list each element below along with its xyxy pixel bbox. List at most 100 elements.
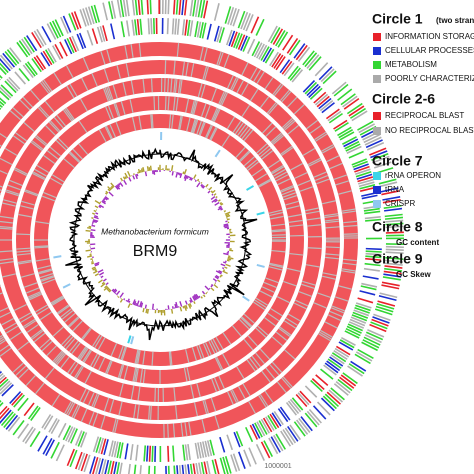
gene-stripe bbox=[74, 451, 83, 470]
gc-skew bbox=[92, 219, 99, 222]
gene-stripe bbox=[360, 285, 377, 291]
gene-stripe bbox=[253, 42, 263, 58]
gene-stripe bbox=[385, 245, 404, 249]
blast-gap bbox=[63, 336, 74, 348]
blast-gap bbox=[68, 340, 79, 353]
gene-stripe bbox=[333, 83, 349, 97]
gene-stripe bbox=[304, 81, 317, 95]
blast-gap bbox=[269, 215, 284, 220]
gene-stripe bbox=[62, 425, 72, 441]
blast-gap bbox=[204, 399, 209, 414]
blast-gap bbox=[32, 172, 46, 181]
blast-gap bbox=[43, 154, 56, 165]
blast-gap bbox=[267, 159, 281, 169]
gene-stripe bbox=[385, 225, 404, 229]
gc-skew bbox=[114, 185, 119, 190]
blast-gap bbox=[153, 96, 156, 111]
blast-gap bbox=[167, 423, 169, 438]
blast-gap bbox=[307, 157, 321, 166]
blast-gap bbox=[23, 282, 38, 288]
gene-stripe bbox=[119, 462, 123, 474]
gene-stripe bbox=[66, 448, 75, 467]
blast-gap bbox=[287, 124, 300, 135]
blast-gap bbox=[68, 152, 80, 163]
gene-stripe bbox=[333, 383, 349, 396]
gene-stripe bbox=[260, 418, 271, 434]
blast-gap bbox=[71, 342, 81, 355]
gene-stripe bbox=[140, 0, 144, 15]
blast-gap bbox=[259, 147, 272, 158]
blast-gap bbox=[255, 297, 269, 306]
gene-stripe bbox=[167, 0, 170, 15]
gene-stripe bbox=[40, 52, 51, 67]
gene-stripe bbox=[346, 325, 362, 334]
gene-stripe bbox=[265, 416, 275, 431]
blast-gap bbox=[241, 127, 252, 140]
blast-gap bbox=[258, 179, 272, 188]
gc-skew bbox=[178, 172, 181, 176]
gene-stripe bbox=[209, 439, 215, 456]
gc-skew bbox=[220, 263, 226, 267]
blast-gap bbox=[269, 263, 284, 269]
gene-stripe bbox=[148, 465, 151, 474]
gene-stripe bbox=[80, 453, 88, 472]
blast-gap bbox=[236, 366, 245, 379]
blast-gap bbox=[15, 365, 27, 376]
blast-gap bbox=[112, 418, 117, 433]
blast-gap bbox=[0, 338, 5, 343]
blast-gap bbox=[50, 295, 64, 304]
gene-stripe bbox=[280, 430, 292, 447]
blast-gap bbox=[196, 120, 203, 135]
gene-stripe bbox=[275, 56, 286, 71]
gene-stripe bbox=[181, 19, 186, 36]
blast-gap bbox=[261, 150, 274, 160]
blast-gap bbox=[199, 122, 206, 136]
blast-gap bbox=[226, 116, 236, 130]
gc-skew bbox=[119, 298, 124, 303]
gene-stripe bbox=[0, 372, 4, 378]
gc-skew bbox=[98, 205, 102, 209]
gc-skew bbox=[186, 175, 190, 179]
blast-gap bbox=[151, 351, 154, 366]
blast-gap bbox=[131, 116, 137, 131]
gene-stripe bbox=[363, 133, 381, 144]
gene-stripe bbox=[26, 35, 38, 52]
gene-stripe bbox=[260, 46, 270, 61]
legend-subtitle: GC Skew bbox=[396, 270, 431, 279]
gc-skew bbox=[219, 275, 222, 278]
blast-gap bbox=[38, 269, 53, 275]
gc-skew bbox=[127, 170, 131, 177]
blast-gap bbox=[285, 317, 298, 326]
gc-skew bbox=[92, 267, 97, 271]
blast-gap bbox=[271, 361, 283, 373]
gene-stripe bbox=[18, 40, 31, 56]
blast-gap bbox=[287, 213, 302, 218]
gc-skew bbox=[227, 256, 234, 260]
gc-skew bbox=[210, 195, 216, 201]
gene-stripe bbox=[31, 58, 42, 73]
gene-stripe bbox=[365, 331, 384, 341]
blast-gap bbox=[67, 361, 77, 374]
blast-gap bbox=[142, 369, 146, 384]
gc-skew bbox=[98, 279, 103, 284]
gene-stripe bbox=[104, 459, 110, 474]
blast-gap bbox=[78, 143, 89, 155]
blast-gap bbox=[202, 65, 208, 80]
blast-gap bbox=[169, 351, 173, 366]
gene-stripe bbox=[167, 445, 170, 462]
gene-stripe bbox=[102, 25, 108, 42]
gene-stripe bbox=[80, 432, 88, 448]
gene-stripe bbox=[277, 408, 289, 423]
blast-gap bbox=[193, 402, 199, 417]
gene-stripe bbox=[235, 33, 243, 49]
blast-gap bbox=[17, 259, 32, 264]
blast-gap bbox=[212, 108, 220, 122]
gene-stripe bbox=[279, 59, 291, 74]
gene-stripe bbox=[184, 19, 188, 36]
blast-gap bbox=[43, 79, 53, 92]
gc-skew bbox=[145, 308, 148, 314]
gc-skew bbox=[183, 169, 187, 175]
blast-gap bbox=[261, 286, 275, 293]
gene-stripe bbox=[99, 25, 106, 42]
